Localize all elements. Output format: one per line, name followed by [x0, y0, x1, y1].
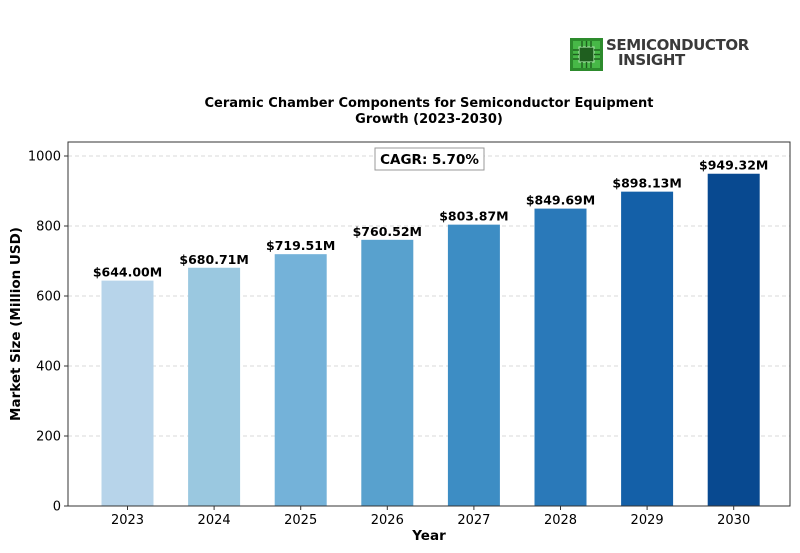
x-tick-label-2026: 2026 [371, 513, 404, 528]
data-label-2029: $898.13M [612, 176, 681, 191]
chip-icon [570, 38, 603, 71]
x-tick-label-2024: 2024 [198, 513, 231, 528]
bar-2030 [707, 173, 760, 506]
data-label-2023: $644.00M [93, 265, 162, 280]
x-axis-label: Year [411, 528, 446, 544]
y-tick-label: 200 [36, 430, 61, 445]
plot-frame [67, 141, 791, 507]
bar-2025 [274, 254, 327, 506]
bar-2023 [101, 280, 154, 506]
data-label-2024: $680.71M [179, 252, 248, 267]
chart-title: Ceramic Chamber Components for Semicondu… [205, 96, 654, 111]
y-tick-label: 800 [36, 220, 61, 235]
y-tick-label: 1000 [28, 150, 61, 165]
data-label-2026: $760.52M [353, 224, 422, 239]
y-tick-label: 600 [36, 290, 61, 305]
data-label-2027: $803.87M [439, 209, 508, 224]
bar-2026 [361, 239, 414, 506]
gridlines [68, 155, 790, 437]
brand-name: SEMICONDUCTOR INSIGHT [606, 38, 749, 68]
bar-2027 [447, 224, 500, 506]
brand-line-1: SEMICONDUCTOR [606, 36, 749, 54]
brand-line-2: INSIGHT [618, 51, 685, 69]
data-labels: $644.00M $680.71M $719.51M $760.52M $803.87M… [93, 158, 769, 280]
data-label-2030: $949.32M [699, 158, 768, 173]
y-axis-label: Market Size (Million USD) [8, 227, 24, 421]
x-tick-label-2025: 2025 [284, 513, 317, 528]
x-axis-ticks: 2023 2024 2025 2026 2027 2028 2029 2030 [111, 506, 750, 528]
y-tick-label: 0 [53, 500, 61, 515]
cagr-box [374, 147, 485, 171]
chart-subtitle: Growth (2023-2030) [355, 112, 503, 127]
data-label-2025: $719.51M [266, 238, 335, 253]
bar-2024 [188, 267, 241, 506]
bar-2028 [534, 208, 587, 506]
y-tick-label: 400 [36, 360, 61, 375]
bar-2029 [621, 191, 674, 507]
x-tick-label-2029: 2029 [631, 513, 664, 528]
data-label-2028: $849.69M [526, 193, 595, 208]
x-tick-label-2028: 2028 [544, 513, 577, 528]
y-axis-ticks: 0 200 400 600 800 1000 [28, 150, 68, 515]
x-tick-label-2023: 2023 [111, 513, 144, 528]
bars [101, 173, 760, 507]
x-tick-label-2027: 2027 [457, 513, 490, 528]
brand-logo: SEMICONDUCTOR INSIGHT [570, 38, 770, 74]
cagr-annotation: CAGR: 5.70% [374, 147, 485, 171]
cagr-label: CAGR: 5.70% [380, 152, 479, 168]
x-tick-label-2030: 2030 [717, 513, 750, 528]
